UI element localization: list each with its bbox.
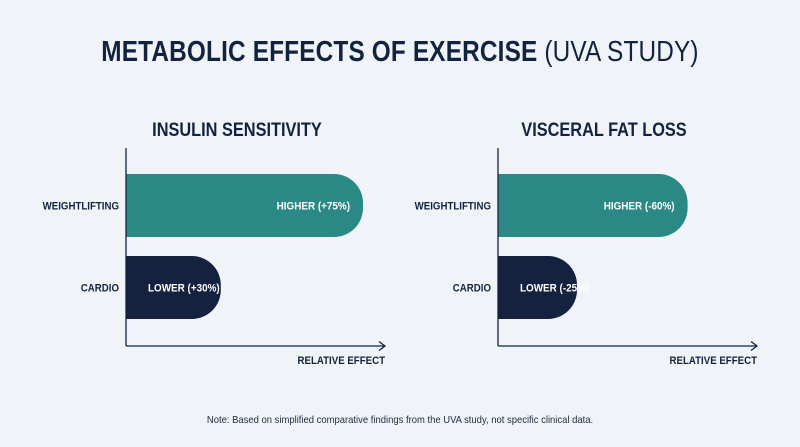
visceral-fat-loss-bar-weightlifting bbox=[498, 174, 688, 237]
insulin-sensitivity-data-label-cardio: LOWER (+30%) bbox=[148, 283, 220, 295]
insulin-sensitivity-category-label-weightlifting: WEIGHTLIFTING bbox=[43, 201, 119, 213]
visceral-fat-loss-category-label-cardio: CARDIO bbox=[453, 283, 491, 295]
insulin-sensitivity-x-axis-label: RELATIVE EFFECT bbox=[298, 356, 386, 368]
chart-title-sub: (UVA STUDY) bbox=[544, 36, 699, 68]
footnote: Note: Based on simplified comparative fi… bbox=[206, 414, 594, 426]
chart-title: METABOLIC EFFECTS OF EXERCISE (UVA STUDY… bbox=[64, 36, 736, 69]
visceral-fat-loss-data-label-weightlifting: HIGHER (-60%) bbox=[604, 201, 675, 213]
visceral-fat-loss-x-axis-arrow-icon bbox=[750, 340, 759, 352]
insulin-sensitivity-x-axis-arrow-icon bbox=[378, 340, 387, 352]
visceral-fat-loss-bar-cardio bbox=[498, 256, 577, 319]
insulin-sensitivity-title: INSULIN SENSITIVITY bbox=[152, 119, 322, 140]
insulin-sensitivity-data-label-weightlifting: HIGHER (+75%) bbox=[277, 201, 350, 213]
visceral-fat-loss-title: VISCERAL FAT LOSS bbox=[521, 119, 687, 140]
visceral-fat-loss-category-label-weightlifting: WEIGHTLIFTING bbox=[415, 201, 491, 213]
insulin-sensitivity-bar-cardio bbox=[126, 256, 221, 319]
visceral-fat-loss-data-label-cardio: LOWER (-25%) bbox=[520, 283, 589, 295]
insulin-sensitivity-category-label-cardio: CARDIO bbox=[81, 283, 119, 295]
visceral-fat-loss-x-axis-label: RELATIVE EFFECT bbox=[670, 356, 758, 368]
chart-title-main: METABOLIC EFFECTS OF EXERCISE bbox=[101, 36, 538, 68]
insulin-sensitivity-bar-weightlifting bbox=[126, 174, 363, 237]
